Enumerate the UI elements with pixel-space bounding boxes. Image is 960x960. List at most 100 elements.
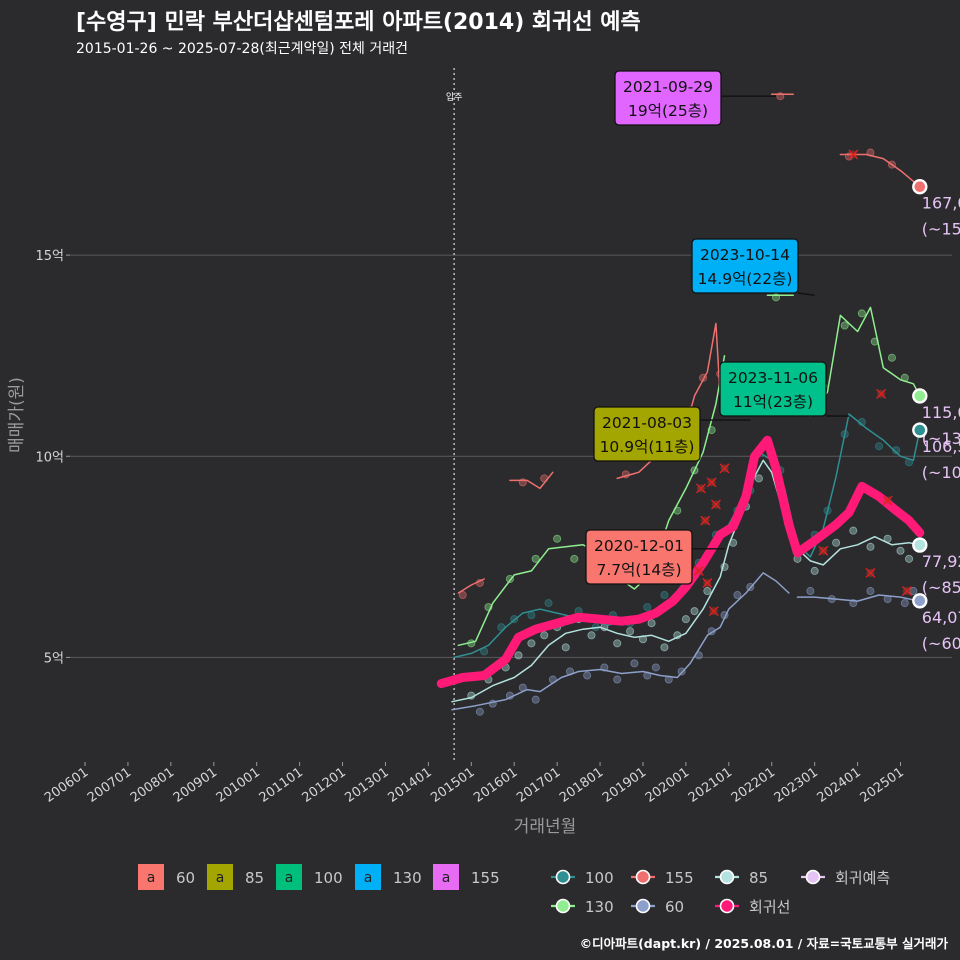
annotation-background: [614, 70, 722, 126]
legend-line-label: 155: [665, 869, 694, 887]
cross-marker: [848, 149, 859, 160]
legend-area-swatch: [138, 864, 164, 890]
transaction-point-60: [583, 671, 592, 680]
transaction-point-60: [806, 587, 815, 596]
series-line-130: [809, 306, 921, 417]
transaction-point-85: [690, 607, 699, 616]
forecast-value-label: 115,000: [922, 403, 960, 422]
legend-area-swatch: [433, 864, 459, 890]
legend-line-entry: 100: [551, 869, 614, 887]
legend-area-label: 155: [471, 869, 500, 887]
annotation-date: 2020-12-01: [594, 537, 684, 555]
series-line-155: [457, 578, 485, 594]
y-tick-label: 15억: [35, 249, 64, 264]
transaction-point-85: [832, 538, 841, 547]
x-tick-label: 202201: [729, 765, 778, 806]
cross-marker-stroke: [876, 388, 887, 399]
transaction-point-85: [905, 554, 914, 563]
cross-marker: [695, 483, 706, 494]
x-tick-label: 201601: [471, 765, 520, 806]
y-axis-title: 매매가(원): [7, 377, 27, 453]
transaction-point-60: [613, 675, 622, 684]
series-line-155: [509, 471, 554, 490]
legend-line-label: 130: [585, 898, 614, 916]
annotation-price: 7.7억(14층): [597, 561, 682, 579]
cross-marker: [719, 463, 730, 474]
cross-marker-stroke: [710, 499, 721, 510]
transaction-point-100: [660, 591, 669, 600]
cross-marker-stroke: [865, 567, 876, 578]
legend-area-swatch: [207, 864, 233, 890]
forecast-area-label: (~85㎡): [922, 578, 960, 597]
transaction-point-130: [553, 534, 562, 543]
y-tick-label: 10억: [35, 450, 64, 465]
source-caption: ©디아파트(dapt.kr) / 2025.08.01 / 자료=국토교통부 실…: [579, 936, 948, 951]
end-points: 167,000 (~155㎡) 115,000 (~130㎡)106,500 (~100…: [912, 179, 960, 653]
legend-area-entry: a 100: [276, 864, 343, 890]
x-tick-label: 201301: [342, 765, 391, 806]
annotation-price: 11억(23층): [733, 393, 813, 411]
x-axis-title: 거래년월: [514, 817, 577, 837]
legend-area-key-text: a: [442, 870, 451, 886]
transaction-point-85: [703, 587, 712, 596]
transaction-point-130: [887, 353, 896, 362]
forecast-end-point: [912, 179, 928, 195]
y-tick-label: 5억: [44, 651, 64, 666]
legend-line-entry: 60: [631, 898, 684, 916]
cross-marker: [710, 499, 721, 510]
x-tick-label: 202501: [858, 765, 907, 806]
forecast-end-point: [912, 388, 928, 404]
x-tick-label: 200801: [128, 765, 177, 806]
series-line-130: [457, 354, 726, 647]
transaction-point-60: [900, 599, 909, 608]
axes: 5억10억15억20060120070120080120090120100120…: [7, 249, 907, 837]
transaction-point-60: [909, 587, 918, 596]
annotation-box: 2020-12-01 7.7억(14층): [585, 529, 693, 585]
transaction-point-60: [866, 587, 875, 596]
transaction-point-100: [527, 611, 536, 620]
legend: a 60 a 85 a 100 a 130 a 155 100 155 85 회귀예측 130 60 회귀선: [138, 864, 890, 916]
annotation-background: [593, 406, 701, 462]
x-tick-label: 201901: [600, 765, 649, 806]
legend-line-label: 100: [585, 869, 614, 887]
legend-line-dot: [555, 869, 571, 885]
legend-line-label: 회귀선: [749, 898, 790, 916]
annotation-date: 2021-08-03: [602, 414, 692, 432]
transaction-point-85: [810, 566, 819, 575]
x-tick-label: 200701: [85, 765, 134, 806]
x-tick-label: 201001: [214, 765, 263, 806]
transaction-point-60: [531, 695, 540, 704]
cross-marker: [693, 565, 704, 576]
transaction-points: [458, 92, 918, 716]
legend-line-entry: 회귀예측: [801, 869, 890, 887]
cross-marker-stroke: [848, 149, 859, 160]
annotation-background: [691, 238, 799, 294]
move-in-label: 입주: [446, 91, 463, 103]
transaction-point-85: [849, 526, 858, 535]
transaction-point-60: [677, 667, 686, 676]
cross-marker-stroke: [702, 577, 713, 588]
x-tick-label: 202101: [686, 765, 735, 806]
transaction-point-130: [531, 554, 540, 563]
cross-marker: [865, 567, 876, 578]
x-tick-label: 202401: [815, 765, 864, 806]
cross-marker-stroke: [818, 545, 829, 556]
legend-line-entry: 85: [715, 869, 768, 887]
forecast-value-label: 77,926: [922, 552, 960, 571]
cross-marker: [702, 577, 713, 588]
legend-area-swatch: [276, 864, 302, 890]
x-tick-label: 201401: [385, 765, 434, 806]
transaction-point-85: [660, 643, 669, 652]
transaction-point-155: [458, 591, 467, 600]
transaction-point-85: [527, 639, 536, 648]
forecast-area-label: (~60㎡): [922, 634, 960, 653]
forecast-value-label: 167,000: [922, 194, 960, 213]
annotation-box: 2023-10-14 14.9억(22층): [691, 238, 799, 294]
legend-line-dot: [719, 869, 735, 885]
transaction-point-85: [626, 627, 635, 636]
forecast-end-point: [912, 593, 928, 609]
transaction-point-130: [840, 321, 849, 330]
legend-line-label: 60: [665, 898, 684, 916]
forecast-value-label: 106,500: [922, 437, 960, 456]
